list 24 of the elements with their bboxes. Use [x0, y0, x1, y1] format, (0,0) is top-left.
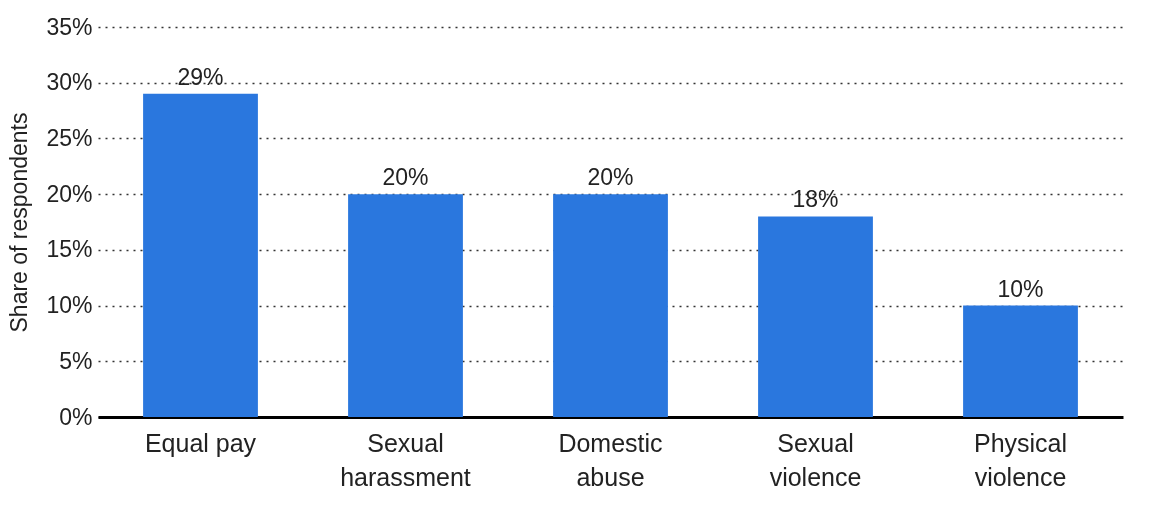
- y-tick-label: 35%: [46, 13, 93, 40]
- y-tick-label: 10%: [46, 292, 93, 319]
- y-tick-label: 15%: [46, 236, 93, 263]
- x-tick-label: Domestic abuse: [558, 428, 663, 491]
- bar: [963, 305, 1078, 417]
- bar: [553, 194, 668, 417]
- y-tick-label: 25%: [46, 124, 93, 151]
- data-label: 20%: [587, 164, 634, 191]
- y-tick-label: 0%: [59, 403, 93, 430]
- x-tick-label: Sexual harassment: [340, 428, 471, 491]
- x-tick-label: Sexual violence: [769, 428, 862, 491]
- y-tick-label: 20%: [46, 180, 93, 207]
- x-tick-label: Equal pay: [144, 428, 257, 457]
- data-label: 29%: [177, 63, 224, 90]
- bar: [143, 93, 258, 417]
- y-tick-label: 5%: [59, 347, 93, 374]
- x-tick-label: Physical violence: [973, 428, 1068, 491]
- y-tick-label: 30%: [46, 69, 93, 96]
- bar: [758, 216, 873, 417]
- y-axis-title: Share of respondents: [6, 112, 33, 333]
- data-label: 10%: [997, 275, 1044, 302]
- data-label: 20%: [382, 164, 429, 191]
- data-label: 18%: [792, 186, 839, 213]
- bar: [348, 194, 463, 417]
